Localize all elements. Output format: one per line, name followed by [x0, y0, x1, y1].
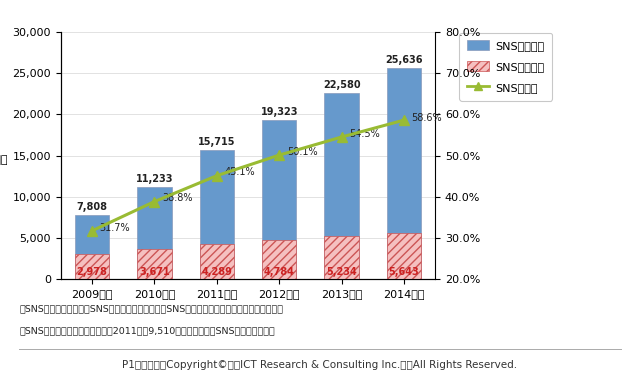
Text: 22,580: 22,580	[323, 80, 360, 90]
Legend: SNS登録総数, SNS利用者数, SNS利用率: SNS登録総数, SNS利用者数, SNS利用率	[460, 33, 552, 101]
Text: 19,323: 19,323	[260, 107, 298, 117]
Text: 3,671: 3,671	[139, 267, 170, 277]
Bar	[137, 249, 172, 279]
Text: 2,978: 2,978	[77, 267, 108, 277]
Text: 7,808: 7,808	[77, 202, 108, 212]
Text: 11,233: 11,233	[136, 174, 173, 184]
Bar	[262, 120, 296, 279]
Text: 54.5%: 54.5%	[349, 129, 380, 139]
Bar	[387, 233, 421, 279]
Text: ＊SNS利用率はネット利用人口（2011年末9,510万人）に対するSNS利用者の割合。: ＊SNS利用率はネット利用人口（2011年末9,510万人）に対するSNS利用者…	[19, 326, 275, 336]
Text: 38.8%: 38.8%	[162, 193, 193, 203]
Y-axis label: （万人）: （万人）	[0, 155, 8, 166]
Bar	[324, 93, 359, 279]
Text: ＊SNS登録総数は複数のSNSへの重複登録を含む。SNS利用者数は重複登録分を除いたもの。: ＊SNS登録総数は複数のSNSへの重複登録を含む。SNS利用者数は重複登録分を除…	[19, 304, 283, 313]
Text: 15,715: 15,715	[198, 137, 236, 147]
Text: 5,643: 5,643	[388, 267, 419, 277]
Text: P1　　　　　Copyright©　　ICT Research & Consulting Inc.　　All Rights Reserved.: P1 Copyright© ICT Research & Consulting …	[122, 360, 518, 369]
Bar	[262, 240, 296, 279]
Bar	[75, 254, 109, 279]
Bar	[200, 244, 234, 279]
Text: 4,784: 4,784	[264, 267, 294, 277]
Bar	[200, 150, 234, 279]
Text: 25,636: 25,636	[385, 55, 423, 65]
Text: 4,289: 4,289	[202, 267, 232, 277]
Bar	[324, 236, 359, 279]
Text: 31.7%: 31.7%	[99, 222, 130, 233]
Text: 50.1%: 50.1%	[287, 147, 317, 157]
Text: 58.6%: 58.6%	[412, 113, 442, 123]
Text: 45.1%: 45.1%	[224, 167, 255, 178]
Bar	[137, 187, 172, 279]
Bar	[387, 68, 421, 279]
Bar	[75, 215, 109, 279]
Text: 5,234: 5,234	[326, 267, 357, 277]
